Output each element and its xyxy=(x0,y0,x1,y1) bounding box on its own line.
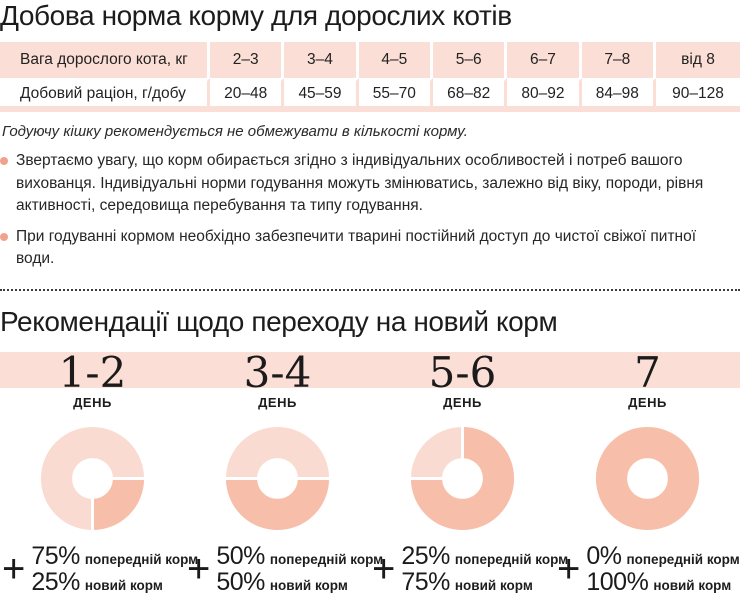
legend-line-new: 50% новий корм xyxy=(216,567,383,596)
table-header-row: Вага дорослого кота, кг 2–3 3–4 4–5 5–6 6–7 7–… xyxy=(0,42,740,78)
legends-row: +75% попередній корм 25% новий корм +50% попе… xyxy=(0,541,740,596)
weight-header-cell: 4–5 xyxy=(358,42,433,78)
ration-value-cell: 55–70 xyxy=(358,78,433,112)
legend-lines: 75% попередній корм 25% новий корм xyxy=(31,541,199,596)
legend-block: +0% попередній корм 100% новий корм xyxy=(555,541,740,596)
plus-icon: + xyxy=(187,547,211,591)
new-feed-percent: 100% xyxy=(586,567,649,596)
ration-value-cell: 68–82 xyxy=(432,78,508,112)
plus-icon: + xyxy=(372,547,396,591)
previous-feed-percent: 75% xyxy=(31,541,80,570)
weight-header-cell: 7–8 xyxy=(581,42,656,78)
donut-chart-day-3-4 xyxy=(224,426,331,530)
new-feed-percent: 75% xyxy=(401,567,450,596)
day-label: ДЕНЬ xyxy=(258,394,297,410)
legend-line-new: 75% новий корм xyxy=(401,567,568,596)
previous-feed-percent: 0% xyxy=(586,541,622,570)
weight-header-cell: 3–4 xyxy=(284,42,359,78)
day-number-1-2: 1-2 xyxy=(58,347,127,397)
day-number-7: 7 xyxy=(634,347,661,397)
donut-chart-day-5-6 xyxy=(409,424,515,530)
weight-header-cell: від 8 xyxy=(656,42,740,78)
ration-value-cell: 90–128 xyxy=(656,78,740,112)
plus-icon: + xyxy=(557,547,581,591)
weight-header-cell: 5–6 xyxy=(432,42,508,78)
donut-cell xyxy=(0,425,185,532)
donut-cell xyxy=(555,425,740,532)
page-title: Добова норма корму для дорослих котів xyxy=(0,0,512,31)
ration-value-cell: 20–48 xyxy=(210,78,285,112)
previous-feed-label: попередній корм xyxy=(269,551,384,567)
new-feed-label: новий корм xyxy=(84,577,163,593)
dotted-separator xyxy=(0,288,740,291)
donut-charts-row xyxy=(0,424,740,532)
legend-lines: 0% попередній корм 100% новий корм xyxy=(586,541,740,596)
legend-line-previous: 50% попередній корм xyxy=(216,541,384,570)
feeding-guide-page: Добова норма корму для дорослих котів Ва… xyxy=(0,0,740,596)
ration-row-label: Добовий раціон, г/добу xyxy=(0,78,210,112)
new-feed-percent: 25% xyxy=(31,567,80,596)
new-feed-label: новий корм xyxy=(269,577,348,593)
new-feed-label: новий корм xyxy=(454,577,533,593)
new-feed-percent: 50% xyxy=(216,567,265,596)
ration-value-cell: 80–92 xyxy=(507,78,582,112)
notes-bullet-list: Звертаємо увагу, що корм обирається згід… xyxy=(0,150,740,271)
weight-header-cell: 2–3 xyxy=(210,42,285,78)
donut-chart-day-7 xyxy=(595,426,700,530)
legend-line-previous: 0% попередній корм xyxy=(586,541,740,570)
legend-lines: 50% попередній корм 50% новий корм xyxy=(216,541,384,596)
donut-cell xyxy=(370,424,555,532)
day-label: ДЕНЬ xyxy=(73,394,112,410)
legend-line-previous: 25% попередній корм xyxy=(401,541,569,570)
donut-chart-day-1-2 xyxy=(40,426,146,532)
day-number-5-6: 5-6 xyxy=(428,347,497,397)
weight-row-label: Вага дорослого кота, кг xyxy=(0,42,210,78)
ration-value-cell: 84–98 xyxy=(581,78,656,112)
day-number-band: 1-2 3-4 5-6 7 xyxy=(0,351,740,393)
donut-cell xyxy=(185,425,370,532)
day-number-3-4: 3-4 xyxy=(243,347,312,397)
legend-line-previous: 75% попередній корм xyxy=(31,541,199,570)
legend-block: +50% попередній корм 50% новий корм xyxy=(185,543,383,595)
plus-icon: + xyxy=(2,547,26,591)
previous-feed-percent: 25% xyxy=(401,541,450,570)
bullet-text: Звертаємо увагу, що корм обирається згід… xyxy=(16,152,704,214)
day-label: ДЕНЬ xyxy=(443,394,482,410)
bullet-item: При годуванні кормом необхідно забезпечи… xyxy=(0,226,738,271)
legend-line-new: 25% новий корм xyxy=(31,567,198,596)
bullet-dot-icon xyxy=(0,232,8,241)
legend-line-new: 100% новий корм xyxy=(586,567,739,596)
previous-feed-label: попередній корм xyxy=(454,551,569,567)
legend-lines: 25% попередній корм 75% новий корм xyxy=(401,541,569,596)
previous-feed-percent: 50% xyxy=(216,541,265,570)
weight-header-cell: 6–7 xyxy=(507,42,582,78)
previous-feed-label: попередній корм xyxy=(626,551,740,567)
bullet-text: При годуванні кормом необхідно забезпечи… xyxy=(16,227,697,268)
nursing-cat-note: Годуючу кішку рекомендується не обмежува… xyxy=(2,123,468,140)
bullet-item: Звертаємо увагу, що корм обирається згід… xyxy=(0,150,738,218)
legend-block: +75% попередній корм 25% новий корм xyxy=(0,543,198,595)
feeding-norms-table: Вага дорослого кота, кг 2–3 3–4 4–5 5–6 6–7 7–… xyxy=(0,42,740,112)
previous-feed-label: попередній корм xyxy=(84,551,199,567)
bullet-dot-icon xyxy=(0,157,8,165)
ration-value-cell: 45–59 xyxy=(284,78,359,112)
table-value-row: Добовий раціон, г/добу 20–48 45–59 55–70 68–… xyxy=(0,78,740,112)
day-labels-row: ДЕНЬ ДЕНЬ ДЕНЬ ДЕНЬ xyxy=(0,395,740,410)
day-label: ДЕНЬ xyxy=(628,394,667,410)
section-title-transition: Рекомендації щодо переходу на новий корм xyxy=(0,305,558,337)
new-feed-label: новий корм xyxy=(653,577,732,593)
legend-block: +25% попередній корм 75% новий корм xyxy=(370,543,568,595)
